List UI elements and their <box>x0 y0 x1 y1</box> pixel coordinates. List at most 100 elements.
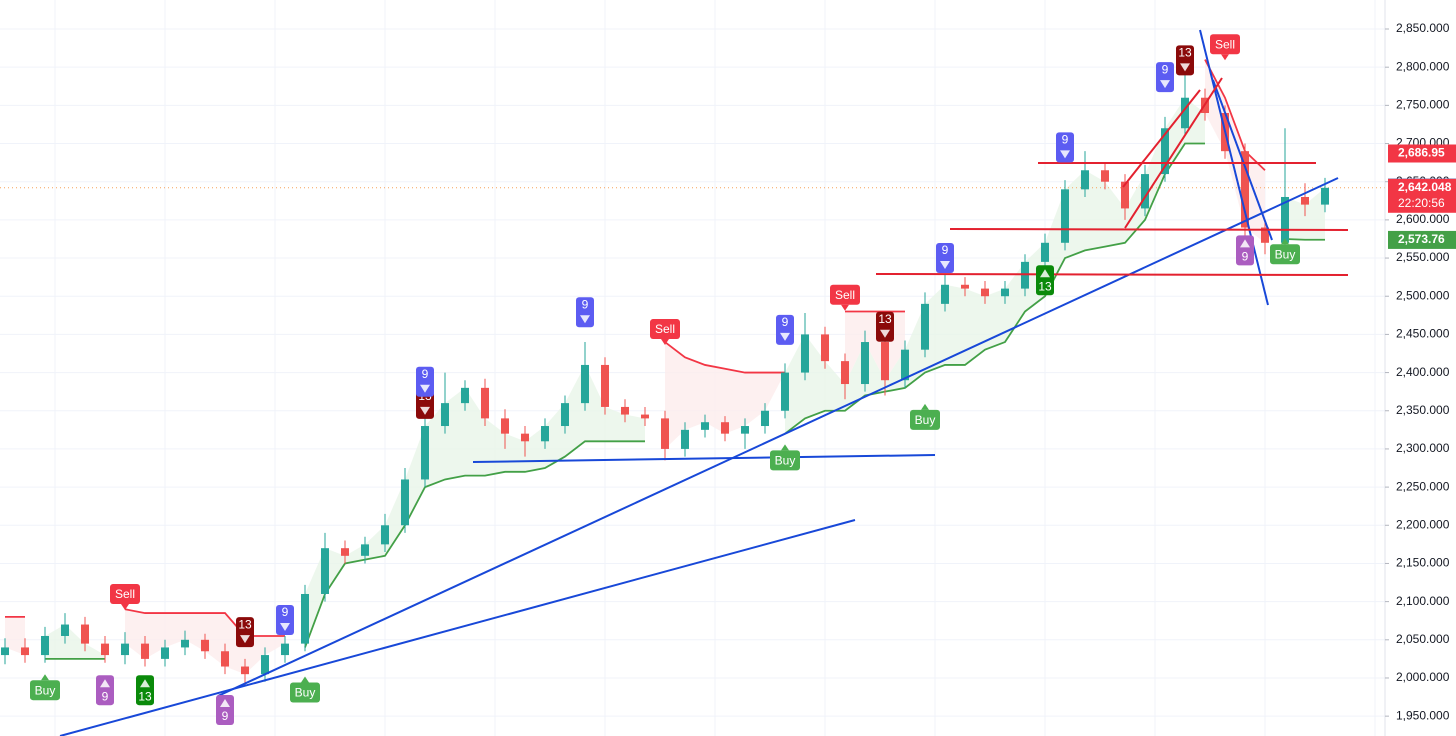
count-text: 9 <box>1162 62 1169 76</box>
candle-body <box>441 403 449 427</box>
signal-label <box>216 695 234 726</box>
candle-body <box>921 303 929 350</box>
candle-body <box>1 647 9 656</box>
count-text: 9 <box>422 367 429 381</box>
candle-body <box>401 479 409 526</box>
count-arrow <box>420 406 430 415</box>
signal-text: Buy <box>775 454 796 468</box>
y-tick-label: 2,800.000 <box>1396 59 1450 73</box>
signal-label <box>416 366 434 397</box>
signal-text: Sell <box>655 322 675 336</box>
signal-text: Sell <box>1215 37 1235 51</box>
count-text: 9 <box>222 709 229 723</box>
candle-body <box>721 422 729 434</box>
candle-body <box>941 284 949 304</box>
count-arrow <box>1160 80 1170 89</box>
candle-body <box>741 426 749 434</box>
count-arrow <box>580 315 590 324</box>
candle-body <box>1141 174 1149 209</box>
count-arrow <box>880 329 890 338</box>
y-tick-label: 1,950.000 <box>1396 708 1450 722</box>
candle-body <box>861 342 869 385</box>
signal-label <box>776 314 794 345</box>
signal-text: Buy <box>915 413 936 427</box>
candle-body <box>781 372 789 411</box>
trend-line <box>217 177 1339 697</box>
trend-line <box>1212 79 1273 241</box>
candle-body <box>201 639 209 652</box>
count-text: 9 <box>1062 133 1069 147</box>
supertrend-line <box>5 59 1266 637</box>
count-arrow <box>280 622 290 631</box>
y-tick-label: 2,300.000 <box>1396 441 1450 455</box>
candle-body <box>21 647 29 656</box>
signal-text: Buy <box>295 686 316 700</box>
signal-label <box>1210 34 1240 55</box>
signal-text: Buy <box>1275 247 1296 261</box>
candle-body <box>901 349 909 381</box>
count-text: 13 <box>1178 45 1192 59</box>
price-tag-countdown: 22:20:56 <box>1398 196 1445 210</box>
signal-pointer <box>921 403 929 410</box>
candle-body <box>601 364 609 407</box>
count-text: 9 <box>942 243 949 257</box>
trend-fill <box>1205 59 1265 243</box>
candle-body <box>1301 196 1309 205</box>
candle-body <box>481 387 489 419</box>
y-tick-label: 2,750.000 <box>1396 98 1450 112</box>
count-arrow <box>1040 269 1050 278</box>
candle-body <box>621 406 629 415</box>
count-text: 13 <box>878 312 892 326</box>
signal-label <box>576 297 594 328</box>
candle-body <box>1281 196 1289 243</box>
candle-body <box>341 548 349 556</box>
candle-body <box>141 643 149 659</box>
count-arrow <box>140 679 150 688</box>
count-arrow <box>1180 63 1190 72</box>
signal-pointer <box>1221 54 1229 61</box>
signal-text: Sell <box>835 288 855 302</box>
candle-body <box>581 364 589 404</box>
signal-label <box>830 284 860 305</box>
candle-body <box>81 624 89 644</box>
signal-pointer <box>661 339 669 346</box>
signal-label <box>1036 265 1054 296</box>
signal-label <box>770 450 800 471</box>
count-arrow <box>100 679 110 688</box>
candle-body <box>841 361 849 385</box>
candle-body <box>661 418 669 449</box>
candle-body <box>1001 288 1009 297</box>
y-tick-label: 2,200.000 <box>1396 517 1450 531</box>
candle-body <box>1121 181 1129 209</box>
price-tag <box>1388 144 1456 163</box>
signal-label <box>650 319 680 340</box>
count-arrow <box>940 261 950 270</box>
candle-body <box>241 666 249 675</box>
signal-label <box>96 675 114 706</box>
candle-body <box>221 651 229 667</box>
candle-body <box>1161 128 1169 175</box>
count-arrow <box>1060 150 1070 159</box>
candle-body <box>181 639 189 648</box>
count-arrow <box>240 635 250 644</box>
count-text: 9 <box>582 297 589 311</box>
count-arrow <box>220 699 230 708</box>
signal-label <box>1176 45 1194 76</box>
markers: SellBuy9131399Buy1399Sell9BuySell13Buy91… <box>30 34 1300 726</box>
y-tick-label: 2,550.000 <box>1396 250 1450 264</box>
signal-pointer <box>841 304 849 311</box>
signal-label <box>910 409 940 430</box>
signal-pointer <box>781 444 789 451</box>
count-arrow <box>420 384 430 393</box>
candle-body <box>961 284 969 289</box>
price-tag-label: 2,686.95 <box>1398 146 1445 160</box>
trend-fill <box>45 624 105 659</box>
level-line <box>875 273 1349 276</box>
count-text: 9 <box>102 689 109 703</box>
candle-body <box>1241 151 1249 228</box>
y-tick-label: 2,400.000 <box>1396 365 1450 379</box>
candle-body <box>1181 97 1189 129</box>
trend-line <box>1122 89 1201 188</box>
signal-label <box>290 682 320 703</box>
